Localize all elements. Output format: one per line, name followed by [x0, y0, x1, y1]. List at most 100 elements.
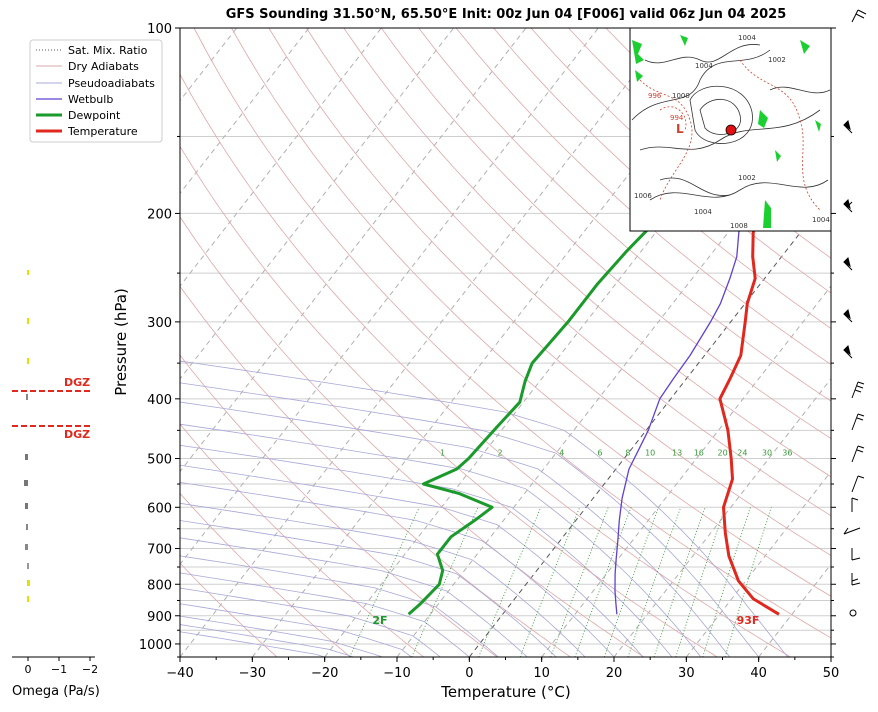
y-tick-label: 200 [147, 207, 172, 222]
inset-map: 1004 1004 1002 1000 1002 1006 1004 1008 … [629, 27, 832, 232]
legend-sat-mix: Sat. Mix. Ratio [68, 44, 148, 57]
wind-barbs [843, 9, 867, 617]
dry-adiabat [268, 28, 831, 557]
calm-wind-marker [849, 609, 857, 617]
x-tick-label: −20 [311, 666, 338, 681]
mixing-ratio-label: 24 [737, 449, 747, 458]
wind-barb [851, 573, 861, 586]
dry-adiabat [306, 28, 831, 517]
mixing-ratio-line [349, 507, 420, 657]
omega-label: Omega (Pa/s) [12, 684, 100, 699]
dry-adiabat [180, 492, 351, 657]
pseudo-adiabat [180, 444, 673, 657]
omega-tick-0: 0 [25, 663, 32, 676]
isotherm [180, 28, 672, 657]
dry-adiabat [868, 28, 878, 657]
wind-barb [851, 381, 865, 399]
y-tick-label: 100 [147, 22, 172, 37]
x-tick-label: 20 [606, 666, 623, 681]
pseudo-adiabat [180, 572, 470, 657]
wind-barb [843, 345, 853, 359]
dgz-lower-label: DGZ [64, 428, 90, 441]
isotherm [180, 28, 455, 380]
y-tick-label: 300 [147, 316, 172, 331]
y-tick-label: 400 [147, 393, 172, 408]
legend-wetbulb: Wetbulb [68, 93, 113, 106]
y-tick-label: 900 [147, 610, 172, 625]
isotherm [251, 28, 744, 657]
map-label: 996 [648, 92, 662, 100]
dry-adiabat [493, 28, 831, 329]
pseudo-adiabat [180, 603, 412, 657]
mixing-ratio-label: 10 [645, 449, 655, 458]
mixing-ratio-label: 20 [718, 449, 728, 458]
location-marker [725, 124, 737, 136]
x-tick-label: −40 [166, 666, 193, 681]
dry-adiabat [530, 28, 831, 294]
pseudo-adiabat [180, 587, 441, 657]
mixing-ratio-line [478, 507, 542, 657]
isotherm [324, 28, 816, 657]
pseudo-adiabat [180, 615, 383, 657]
mixing-ratio-line [411, 507, 479, 657]
isotherm [0, 28, 20, 657]
y-tick-label: 700 [147, 543, 172, 558]
map-label: 1002 [738, 174, 756, 182]
mixing-ratio-label: 4 [559, 449, 564, 458]
mixing-ratio-label: 30 [762, 449, 772, 458]
pseudo-adiabat [180, 555, 499, 657]
legend-dewpoint: Dewpoint [68, 109, 121, 122]
y-tick-label: 500 [147, 453, 172, 468]
x-axis-ticks: −40 −30 −20 −10 0 10 20 30 40 50 [166, 657, 839, 681]
dry-adiabat [830, 28, 831, 29]
wind-barb [843, 527, 861, 535]
dry-adiabat [380, 28, 831, 440]
mixing-ratio-label: 6 [597, 449, 602, 458]
pseudo-adiabat [180, 502, 586, 657]
x-tick-label: −30 [239, 666, 266, 681]
isotherm [180, 28, 527, 473]
wind-barb [843, 120, 853, 134]
dewpoint-surface-label: 2F [372, 614, 387, 627]
map-label: 994 [670, 114, 684, 122]
legend-pseudoadiabats: Pseudoadiabats [68, 77, 155, 90]
wind-barb [851, 475, 865, 493]
mixing-ratio-label: 1 [440, 449, 445, 458]
pseudo-adiabat [180, 482, 615, 657]
mixing-ratio-line [603, 507, 659, 657]
pseudo-adiabat [180, 382, 760, 657]
x-axis-label: Temperature (°C) [440, 683, 570, 701]
map-label: 1002 [768, 56, 786, 64]
dry-adiabat [180, 354, 498, 657]
map-label: 1004 [812, 216, 830, 224]
pseudo-adiabat [180, 401, 731, 657]
wind-barb [851, 445, 865, 463]
mixing-ratio-line [724, 507, 772, 657]
dry-adiabat [231, 28, 831, 597]
isotherm [541, 285, 831, 657]
pseudo-adiabat [180, 360, 788, 657]
mixing-ratio-label: 8 [625, 449, 630, 458]
isotherm [180, 28, 599, 566]
wind-barb [851, 548, 861, 561]
wind-barb [843, 309, 853, 323]
pseudo-adiabat [180, 423, 702, 657]
map-label: 1006 [634, 192, 652, 200]
map-low-marker: L [676, 122, 684, 136]
dry-adiabat [180, 73, 791, 657]
chart-title: GFS Sounding 31.50°N, 65.50°E Init: 00z … [226, 7, 787, 22]
x-tick-label: −10 [383, 666, 410, 681]
dry-adiabat [180, 285, 571, 657]
mixing-ratio-label: 2 [498, 449, 503, 458]
x-tick-label: 50 [823, 666, 840, 681]
y-tick-label: 1000 [139, 638, 172, 653]
map-label: 1008 [730, 222, 748, 230]
map-label: 1004 [694, 208, 712, 216]
mixing-ratio-label: 16 [694, 449, 704, 458]
x-tick-label: 30 [678, 666, 695, 681]
pseudo-adiabat [180, 520, 557, 657]
isotherm [468, 192, 831, 657]
wind-barb [851, 9, 867, 23]
dry-adiabat [180, 216, 645, 657]
dry-adiabat [180, 145, 718, 657]
